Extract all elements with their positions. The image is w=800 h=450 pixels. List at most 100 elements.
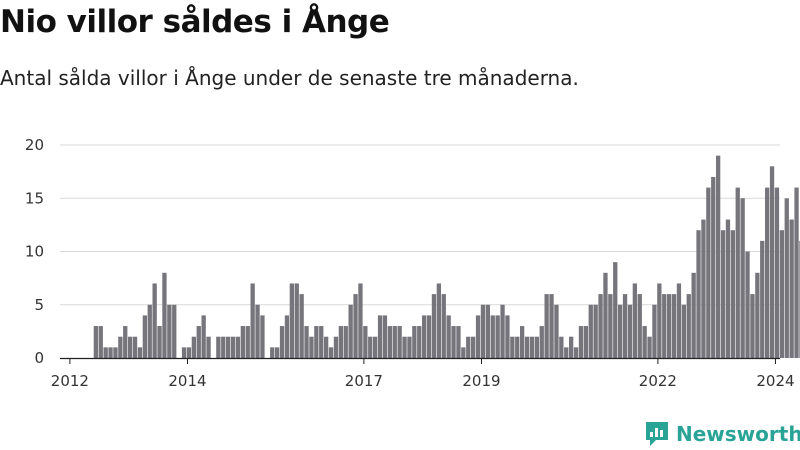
bar (304, 326, 309, 358)
bar (255, 304, 260, 358)
bar (422, 315, 427, 358)
bar (216, 336, 221, 358)
bar (647, 336, 652, 358)
bar (578, 326, 584, 358)
bar (250, 283, 255, 358)
y-tick-label: 20 (25, 136, 44, 154)
bar (191, 336, 196, 358)
bar (701, 219, 706, 358)
x-tick-label: 2012 (51, 372, 89, 390)
bar (221, 336, 226, 358)
bar (745, 251, 750, 358)
bar (716, 155, 721, 358)
bar (725, 219, 731, 358)
bar (730, 230, 735, 358)
bar (113, 347, 118, 358)
bar (446, 315, 451, 358)
x-tick-label: 2022 (639, 372, 677, 390)
bar (333, 336, 339, 358)
bars (93, 155, 800, 358)
bar (686, 294, 691, 358)
x-tick-label: 2024 (756, 372, 794, 390)
bar (451, 326, 456, 358)
bar (593, 304, 598, 358)
chart-subtitle: Antal sålda villor i Ånge under de senas… (0, 66, 579, 90)
bar (348, 304, 353, 358)
brand-name: Newsworthy (676, 422, 800, 446)
bar (284, 315, 290, 358)
bar (103, 347, 108, 358)
bar (387, 326, 392, 358)
bar (691, 272, 696, 358)
bar (363, 326, 368, 358)
bar (529, 336, 535, 358)
bar (765, 187, 770, 358)
bar (490, 315, 495, 358)
x-tick-label: 2017 (345, 372, 383, 390)
bar (456, 326, 461, 358)
bar (539, 326, 544, 358)
bar (588, 304, 593, 358)
bar (353, 294, 358, 358)
bar (534, 336, 539, 358)
bar (431, 294, 437, 358)
bar (657, 283, 662, 358)
bar (157, 326, 162, 358)
bar (569, 336, 574, 358)
chart-title: Nio villor såldes i Ånge (0, 4, 390, 40)
bar (123, 326, 128, 358)
bar (294, 283, 299, 358)
bar (720, 230, 726, 358)
bar (637, 294, 642, 358)
bar (328, 347, 334, 358)
bar (618, 304, 623, 358)
bar (485, 304, 490, 358)
bar (495, 315, 500, 358)
bar (235, 336, 241, 358)
bar (382, 315, 388, 358)
bar (681, 304, 686, 358)
bar (480, 304, 486, 358)
bar (642, 326, 647, 358)
bar (314, 326, 319, 358)
bar (270, 347, 275, 358)
bar (769, 166, 775, 358)
bar (412, 326, 417, 358)
x-tick-label: 2014 (168, 372, 206, 390)
bar (760, 240, 765, 358)
gridlines (60, 144, 780, 306)
bar (289, 283, 294, 358)
bar (510, 336, 515, 358)
bar (181, 347, 187, 358)
bar (740, 198, 745, 358)
axes: 051015202012201420172019202220249 (25, 136, 795, 390)
bar (132, 336, 138, 358)
bar (402, 336, 407, 358)
bar (622, 294, 628, 358)
bar (358, 283, 363, 358)
bar (662, 294, 667, 358)
bar (549, 294, 554, 358)
bar (377, 315, 383, 358)
bar (632, 283, 637, 358)
bar (789, 219, 794, 358)
bar (784, 198, 789, 358)
bar (671, 294, 677, 358)
bar (466, 336, 471, 358)
bar (696, 230, 701, 358)
bar (319, 326, 324, 358)
bar (441, 294, 446, 358)
bar (226, 336, 231, 358)
bar (774, 187, 780, 358)
newsworthy-logo[interactable]: Newsworthy (644, 420, 800, 448)
bar (324, 336, 329, 358)
bar-chart: 051015202012201420172019202220249 (25, 136, 800, 390)
bar (598, 294, 603, 358)
bar (230, 336, 236, 358)
bar (667, 294, 672, 358)
bar (554, 304, 559, 358)
newsworthy-logo-icon (646, 422, 668, 446)
bar (142, 315, 147, 358)
bar (564, 347, 569, 358)
bar (505, 315, 510, 358)
